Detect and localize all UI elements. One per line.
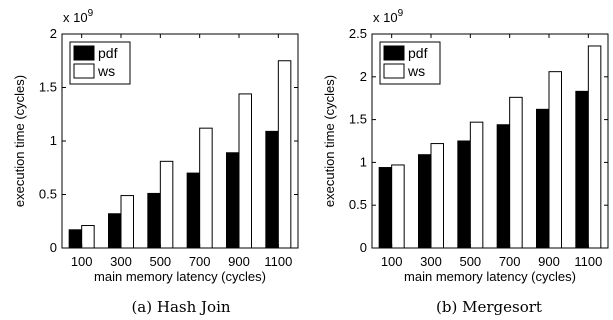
bar-pdf-300: [418, 154, 432, 249]
bar-pdf-100: [378, 167, 393, 249]
x-axis-label: main memory latency (cycles): [94, 269, 266, 284]
chart-2: 100 300 500 700 900 1100 0 0.5 1 1.5 2 2.5 x 109 main…: [322, 8, 609, 316]
y-tick-label: 0.5: [349, 197, 367, 212]
y-tick-label: 0: [50, 240, 57, 255]
bar-ws-300: [430, 143, 444, 249]
x-tick-label: 700: [189, 254, 211, 269]
bar-ws-300: [120, 195, 134, 249]
bar-ws-500: [469, 121, 484, 249]
y-multiplier-exponent: 9: [88, 8, 94, 19]
y-tick-label: 2.5: [349, 26, 367, 41]
legend: pdf ws: [69, 41, 131, 85]
legend-swatch-pdf: [73, 45, 95, 61]
chart-caption: (b) Mergesort: [436, 298, 542, 316]
bar-pdf-1100: [575, 90, 589, 249]
chart-1: 100 300 500 700 900 1100 0 0.5 1 1.5 2 x 109 main me…: [12, 8, 299, 316]
bar-pdf-700: [496, 124, 511, 249]
bar-pdf-100: [68, 229, 83, 249]
bar-pdf-300: [108, 213, 122, 249]
legend-swatch-pdf: [383, 45, 405, 61]
bar-pdf-500: [457, 140, 471, 249]
y-tick-label: 1.5: [349, 112, 367, 127]
bar-ws-700: [509, 96, 523, 249]
x-tick-label: 100: [71, 254, 93, 269]
legend: pdf ws: [379, 41, 441, 85]
y-tick-label: 1.5: [39, 80, 57, 95]
legend-label-ws: ws: [407, 63, 425, 79]
bar-ws-1100: [277, 60, 292, 249]
bar-pdf-900: [226, 152, 240, 249]
bar-ws-900: [548, 71, 562, 249]
y-multiplier-base: x 10: [63, 10, 88, 25]
legend-label-pdf: pdf: [408, 45, 428, 61]
y-tick-label: 2: [50, 26, 57, 41]
y-tick-label: 0.5: [39, 187, 57, 202]
y-tick-label: 0: [360, 240, 367, 255]
x-tick-label: 500: [149, 254, 171, 269]
x-tick-label: 900: [228, 254, 250, 269]
x-tick-label: 1100: [574, 254, 602, 269]
x-tick-label: 900: [538, 254, 560, 269]
y-multiplier-base: x 10: [373, 10, 398, 25]
bar-ws-900: [238, 93, 252, 249]
legend-label-ws: ws: [97, 63, 115, 79]
y-multiplier-exponent: 9: [398, 8, 404, 19]
bar-ws-700: [199, 127, 213, 249]
y-tick-label: 2: [360, 69, 367, 84]
bar-ws-1100: [587, 45, 602, 249]
legend-label-pdf: pdf: [98, 45, 118, 61]
y-axis-label: execution time (cycles): [322, 75, 337, 207]
x-tick-label: 700: [499, 254, 521, 269]
plot-frame: [371, 33, 609, 249]
x-tick-label: 300: [420, 254, 442, 269]
x-tick-label: 300: [110, 254, 132, 269]
y-multiplier: x 109: [373, 8, 404, 25]
y-multiplier: x 109: [63, 8, 94, 25]
x-axis-label: main memory latency (cycles): [404, 269, 576, 284]
bar-pdf-1100: [265, 130, 279, 249]
y-tick-label: 1: [360, 154, 367, 169]
legend-swatch-ws: [73, 63, 95, 79]
x-tick-label: 100: [381, 254, 403, 269]
bar-ws-500: [159, 160, 174, 249]
bar-pdf-500: [147, 192, 161, 249]
y-tick-label: 1: [50, 133, 57, 148]
bar-pdf-700: [186, 172, 201, 249]
legend-swatch-ws: [383, 63, 405, 79]
y-axis-label: execution time (cycles): [12, 75, 27, 207]
bar-ws-100: [391, 164, 405, 249]
bar-ws-100: [81, 225, 95, 249]
x-tick-label: 1100: [264, 254, 292, 269]
x-tick-label: 500: [459, 254, 481, 269]
bar-pdf-900: [536, 108, 550, 249]
chart-caption: (a) Hash Join: [131, 298, 230, 316]
